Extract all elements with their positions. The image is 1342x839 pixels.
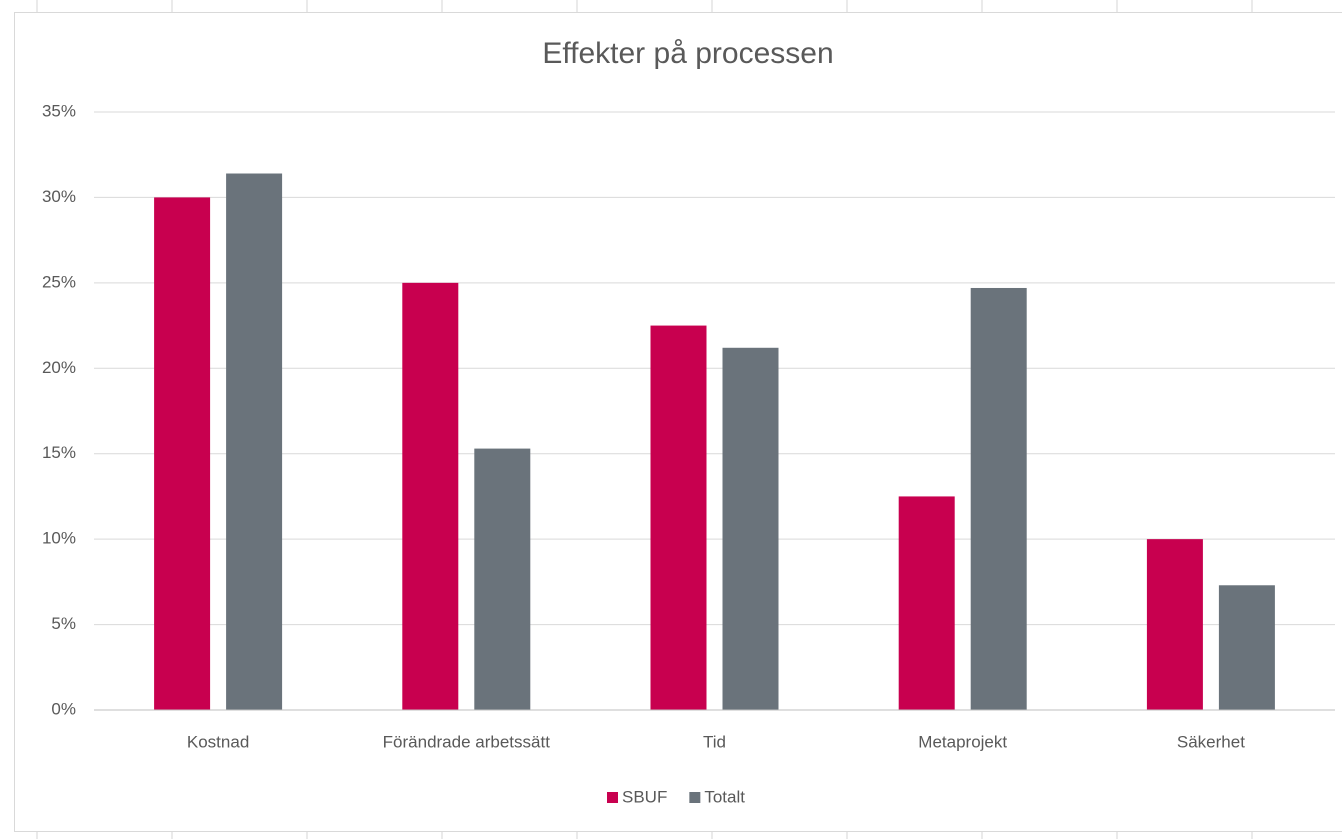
x-tick-label: Tid xyxy=(703,732,726,751)
y-tick-label: 30% xyxy=(42,187,76,206)
bar xyxy=(154,197,211,710)
legend-swatch xyxy=(689,792,701,803)
spreadsheet-cells xyxy=(36,0,1253,839)
bar xyxy=(722,347,779,710)
y-tick-label: 5% xyxy=(51,614,76,633)
x-tick-label: Metaprojekt xyxy=(918,732,1007,751)
x-tick-label: Kostnad xyxy=(187,732,249,751)
y-tick-label: 0% xyxy=(51,699,76,718)
y-tick-label: 25% xyxy=(42,272,76,291)
bar xyxy=(898,496,955,710)
y-tick-label: 10% xyxy=(42,529,76,548)
legend-label: Totalt xyxy=(704,787,745,806)
bar xyxy=(402,282,459,710)
y-tick-label: 35% xyxy=(42,101,76,120)
bar xyxy=(226,173,283,711)
y-tick-label: 20% xyxy=(42,358,76,377)
x-tick-label: Förändrade arbetssätt xyxy=(383,732,551,751)
bar xyxy=(650,325,707,710)
y-tick-label: 15% xyxy=(42,443,76,462)
chart-title: Effekter på processen xyxy=(542,37,833,70)
legend-label: SBUF xyxy=(622,787,667,806)
x-tick-label: Säkerhet xyxy=(1177,732,1245,751)
bar xyxy=(970,287,1027,710)
bar xyxy=(1218,585,1275,710)
legend-swatch xyxy=(607,792,618,803)
bar xyxy=(1146,539,1203,710)
bar xyxy=(474,448,531,710)
